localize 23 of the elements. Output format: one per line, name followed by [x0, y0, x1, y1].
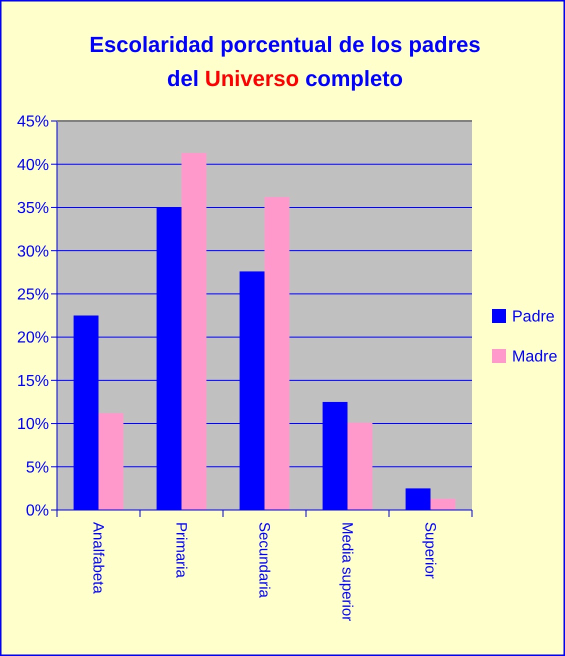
chart-title: Escolaridad porcentual de los padres del Universo completo [89, 32, 481, 91]
x-tick-label: Analfabeta [89, 522, 106, 594]
bar [264, 197, 290, 510]
y-tick-label: 30% [16, 243, 49, 260]
y-tick-label: 40% [16, 156, 49, 174]
y-tick-label: 15% [16, 372, 49, 390]
y-tick-label: 20% [16, 330, 49, 347]
x-tick-label: Secundaria [255, 522, 272, 599]
y-tick-label: 10% [16, 416, 49, 434]
bar [182, 152, 206, 510]
y-tick-label: 5% [26, 459, 49, 476]
y-tick-label: 45% [16, 114, 49, 131]
x-tick-label: Superior [421, 522, 438, 579]
legend-label: Padre [512, 308, 555, 326]
bar [348, 422, 372, 510]
bar [430, 498, 456, 510]
bar [98, 413, 124, 510]
y-tick-label: 0% [26, 502, 49, 520]
legend-label: Madre [512, 348, 558, 366]
y-tick-label: 35% [16, 200, 49, 218]
y-tick-label: 25% [16, 286, 49, 304]
x-tick-label: Media superior [338, 522, 356, 622]
x-tick-label: Primaria [172, 522, 190, 578]
